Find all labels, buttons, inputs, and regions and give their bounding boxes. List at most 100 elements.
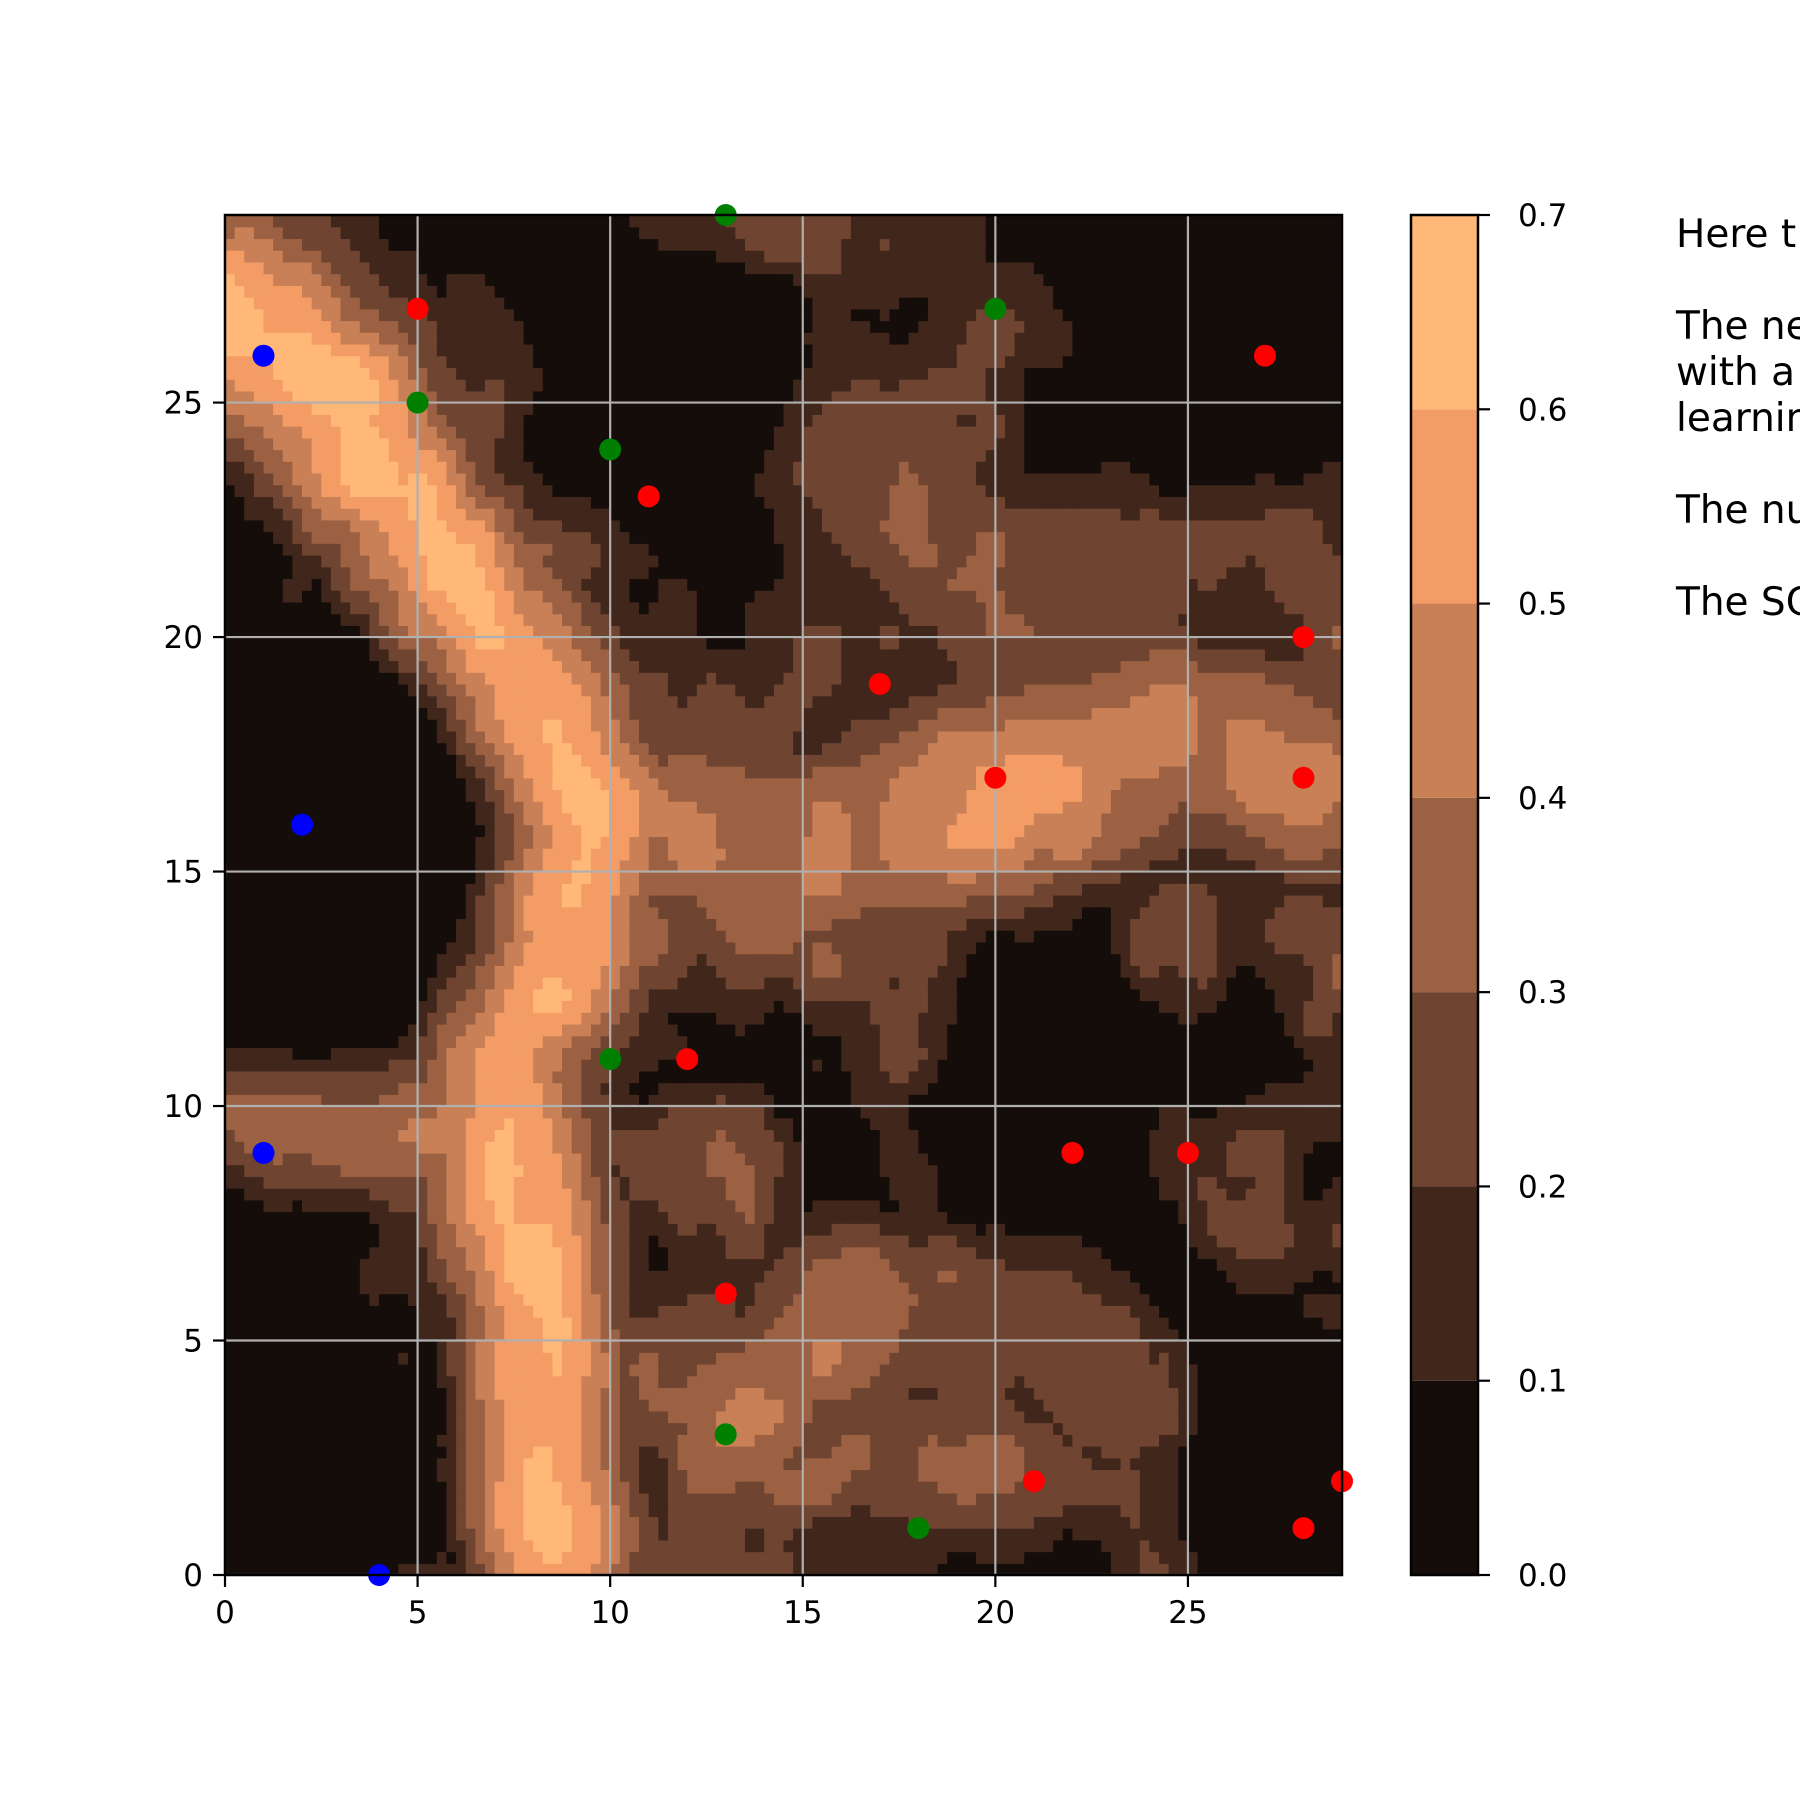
contour-cell [379,941,390,955]
contour-cell [340,766,351,779]
contour-cell [302,531,313,544]
contour-cell [494,977,505,990]
contour-cell [436,801,448,814]
contour-cell [619,613,631,626]
contour-cell [340,390,351,404]
contour-cell [427,754,438,767]
contour-cell [427,332,438,345]
contour-cell [350,695,361,709]
contour-cell [359,215,371,228]
contour-cell [639,1504,650,1517]
contour-cell [417,941,428,955]
contour-cell [417,906,428,920]
contour-cell [292,871,303,884]
contour-cell [562,461,573,474]
contour-cell [398,555,409,568]
contour-cell [407,930,419,943]
contour-cell [263,531,274,544]
contour-cell [398,1551,409,1564]
contour-cell [427,1012,438,1025]
contour-cell [562,1176,573,1189]
contour-cell [350,1434,361,1447]
contour-cell [350,1012,361,1025]
contour-cell [417,672,428,685]
contour-cell [581,1117,592,1131]
contour-cell [533,461,544,474]
contour-cell [244,930,255,943]
contour-cell [571,859,582,873]
contour-cell [571,906,582,920]
contour-cell [610,461,621,474]
contour-cell [350,1117,361,1131]
contour-cell [571,930,582,943]
contour-cell [407,801,419,814]
contour-cell [542,1434,553,1447]
contour-cell [456,683,467,697]
contour-cell [494,1328,505,1342]
contour-cell [340,1410,351,1424]
contour-cell [610,824,621,837]
contour-cell [523,848,534,861]
contour-cell [610,613,621,626]
contour-cell [523,1141,534,1154]
contour-cell [273,367,284,380]
contour-cell [263,308,274,322]
contour-cell [350,566,361,580]
contour-cell [253,1094,265,1107]
contour-cell [273,648,284,662]
contour-cell [456,566,467,580]
contour-cell [417,1305,428,1318]
contour-cell [571,1446,582,1459]
contour-cell [456,1246,467,1260]
contour-cell [504,836,515,849]
contour-cell [504,1223,515,1236]
contour-cell [417,871,428,884]
contour-cell [263,1563,274,1575]
contour-cell [456,812,467,826]
contour-cell [379,1070,390,1084]
contour-cell [321,1399,332,1412]
contour-cell [407,355,419,369]
contour-cell [590,1000,602,1013]
contour-cell [253,555,265,568]
contour-cell [321,578,332,591]
contour-cell [436,285,448,298]
contour-cell [282,719,294,732]
contour-cell [330,883,342,896]
contour-cell [436,390,448,404]
contour-cell [302,1340,313,1353]
contour-cell [263,965,274,978]
contour-cell [629,1516,640,1529]
contour-cell [253,472,265,486]
contour-cell [552,625,563,638]
contour-cell [273,1457,284,1471]
contour-cell [542,437,553,451]
contour-cell [571,918,582,931]
contour-cell [427,461,438,474]
contour-cell [533,379,544,392]
contour-cell [321,683,332,697]
contour-cell [600,1481,611,1494]
contour-cell [379,1270,390,1283]
contour-cell [571,308,582,322]
contour-cell [504,1281,515,1295]
contour-cell [234,1305,245,1318]
contour-cell [427,261,438,275]
contour-cell [513,953,525,966]
contour-cell [504,379,515,392]
contour-cell [292,918,303,931]
contour-cell [407,1399,419,1412]
contour-cell [513,1317,525,1330]
contour-cell [253,672,265,685]
contour-cell [456,707,467,720]
contour-cell [311,906,322,920]
contour-cell [379,261,390,275]
contour-cell [234,1270,245,1283]
contour-cell [494,1469,505,1482]
contour-cell [340,1059,351,1072]
contour-cell [417,1539,428,1553]
contour-cell [610,707,621,720]
contour-cell [321,355,332,369]
contour-cell [417,1258,428,1271]
contour-cell [282,836,294,849]
